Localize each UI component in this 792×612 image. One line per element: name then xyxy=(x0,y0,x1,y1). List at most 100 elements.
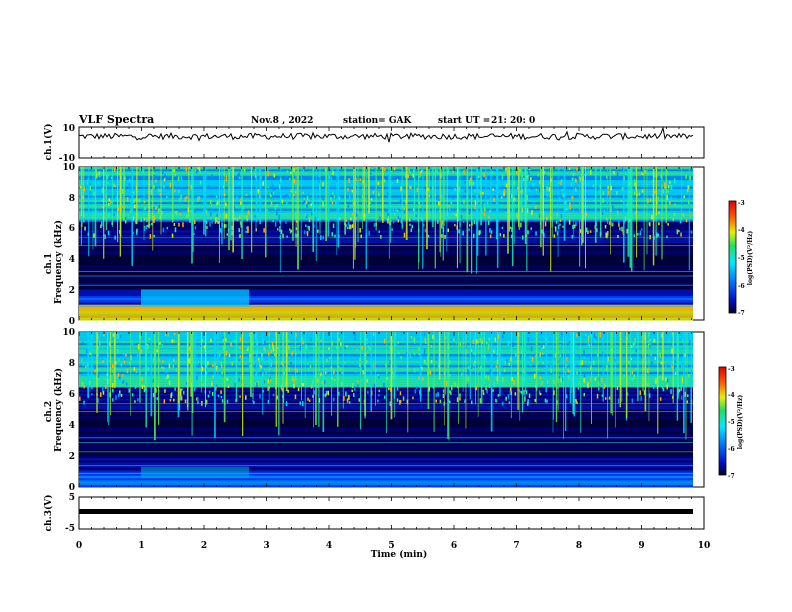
spectrogram-band xyxy=(79,230,693,234)
spectrogram-cell xyxy=(286,193,288,198)
spectrogram-cell xyxy=(190,209,192,213)
spectrogram-band xyxy=(79,473,693,477)
spectrogram-cell xyxy=(640,396,642,401)
spectrogram-cell xyxy=(152,215,155,221)
spectrogram-spike xyxy=(518,167,520,230)
spectrogram-cell xyxy=(101,199,104,202)
spectrogram-cell xyxy=(607,190,609,195)
spectrogram-cell xyxy=(225,350,228,356)
spectrogram-cell xyxy=(652,384,655,389)
spectrogram-cell xyxy=(279,226,281,229)
spectrogram-spike xyxy=(542,167,544,256)
spectrogram-cell xyxy=(223,224,226,229)
spectrogram-cell xyxy=(596,228,598,232)
spectrogram-cell xyxy=(391,182,393,186)
ch2-spectrogram-image xyxy=(79,332,693,488)
spectrogram-cell xyxy=(212,392,214,396)
spectrogram-cell xyxy=(344,347,346,350)
spectrogram-cell xyxy=(558,197,561,200)
spectrogram-spike xyxy=(191,167,193,264)
spectrogram-cell xyxy=(347,188,349,192)
spectrogram-cell xyxy=(569,202,571,207)
spectrogram-cell xyxy=(415,214,417,218)
spectrogram-spike xyxy=(569,332,572,404)
spectrogram-spike xyxy=(312,167,314,243)
spectrogram-cell xyxy=(236,196,238,202)
spectrogram-cell xyxy=(482,194,484,200)
spectrogram-cell xyxy=(565,207,568,211)
spectrogram-cell xyxy=(593,333,596,338)
spectrogram-cell xyxy=(546,399,548,403)
spectrogram-cell xyxy=(453,338,455,342)
spectrogram-cell xyxy=(558,181,560,184)
spectrogram-band xyxy=(79,427,693,430)
spectrogram-cell xyxy=(238,359,240,362)
spectrogram-spike xyxy=(130,332,131,416)
spectrogram-band xyxy=(79,369,693,373)
spectrogram-spike xyxy=(636,167,638,258)
spectrogram-cell xyxy=(133,367,136,371)
spectrogram-cell xyxy=(516,170,518,175)
spectrogram-spike xyxy=(105,167,107,230)
spectrogram-cell xyxy=(583,372,586,378)
spectrogram-cell xyxy=(351,190,354,193)
spectrogram-cell xyxy=(113,365,115,369)
spectrogram-cell xyxy=(137,344,140,350)
spectrogram-cell xyxy=(509,391,512,395)
spectrogram-spike xyxy=(108,332,110,425)
spectrogram-cell xyxy=(556,212,559,217)
spectrogram-spike xyxy=(557,332,559,411)
spectrogram-cell xyxy=(473,220,476,225)
spectrogram-cell xyxy=(217,221,219,224)
spectrogram-cell xyxy=(575,178,577,183)
spectrogram-spike xyxy=(563,332,564,439)
spectrogram-cell xyxy=(464,399,467,403)
spectrogram-cell xyxy=(503,191,505,197)
spectrogram-cell xyxy=(157,337,159,342)
spectrogram-cell xyxy=(413,378,416,382)
spectrogram-cell xyxy=(495,398,497,403)
spectrogram-cell xyxy=(541,380,543,385)
spectrogram-cell xyxy=(527,230,529,235)
spectrogram-cell xyxy=(276,211,278,216)
spectrogram-cell xyxy=(238,172,240,178)
spectrogram-cell xyxy=(186,214,188,218)
spectrogram-spike xyxy=(131,167,133,266)
spectrogram-cell xyxy=(242,205,245,210)
ch3-waveform-line xyxy=(79,509,693,514)
spectrogram-spike xyxy=(370,332,372,412)
spectrogram-cell xyxy=(309,364,312,369)
spectrogram-spike xyxy=(318,332,320,427)
spectrogram-cell xyxy=(384,338,386,344)
ch2-cbar-tick-m4: -4 xyxy=(728,392,735,399)
spectrogram-cell xyxy=(303,197,305,200)
spectrogram-cell xyxy=(525,234,527,238)
spectrogram-cell xyxy=(409,223,411,226)
spectrogram-cell xyxy=(141,377,143,382)
spectrogram-band xyxy=(79,199,693,203)
spectrogram-cell xyxy=(184,399,187,403)
spectrogram-spike xyxy=(337,167,339,248)
spectrogram-cell xyxy=(404,173,407,178)
spectrogram-spike xyxy=(579,167,581,267)
spectrogram-cell xyxy=(105,385,107,390)
spectrogram-cell xyxy=(542,351,544,355)
spectrogram-cell xyxy=(377,373,380,377)
spectrogram-cell xyxy=(122,206,124,209)
spectrogram-cell xyxy=(115,395,117,400)
spectrogram-cell xyxy=(102,386,104,392)
spectrogram-cell xyxy=(674,360,676,364)
spectrogram-band xyxy=(79,285,693,288)
spectrogram-cell xyxy=(542,345,545,349)
spectrogram-cell xyxy=(360,234,362,239)
spectrogram-cell xyxy=(123,360,126,364)
spectrogram-cell xyxy=(504,360,507,365)
spectrogram-band xyxy=(79,484,693,488)
spectrogram-cell xyxy=(182,222,184,228)
spectrogram-spike xyxy=(448,332,450,441)
spectrogram-cell xyxy=(254,215,256,218)
spectrogram-cell xyxy=(225,338,227,342)
spectrogram-band xyxy=(79,261,693,264)
spectrogram-cell xyxy=(280,229,283,235)
spectrogram-cell xyxy=(357,384,359,387)
